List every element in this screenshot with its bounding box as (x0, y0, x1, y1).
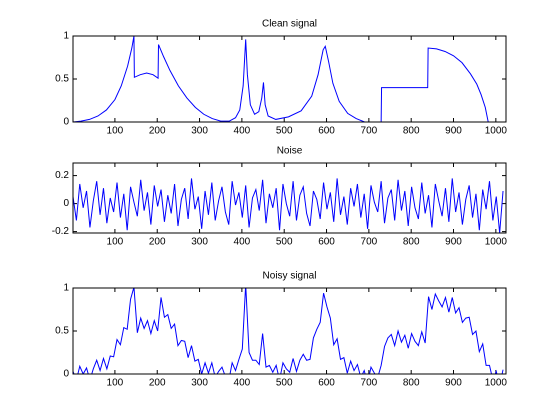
subplot-title: Noisy signal (263, 271, 317, 282)
y-tick-label: 0 (63, 369, 69, 380)
signal-line (73, 288, 504, 374)
subplot: Noisy signal 100 200 300 400 500 600 700 800 900 1… (55, 271, 507, 389)
x-tick-label: 400 (234, 237, 251, 248)
x-tick-label: 300 (191, 378, 208, 389)
y-tick-label: -0.2 (52, 226, 70, 237)
subplot: Clean signal 100 200 300 400 500 600 700 800 900 1… (55, 19, 507, 137)
x-tick-label: 500 (276, 378, 293, 389)
y-tick-label: 0 (63, 198, 69, 209)
axes-frame (72, 287, 507, 375)
x-tick-label: 200 (149, 378, 166, 389)
x-tick-label: 700 (361, 378, 378, 389)
x-tick-label: 100 (107, 126, 124, 137)
x-tick-label: 100 (107, 378, 124, 389)
subplot-title: Noise (277, 146, 303, 157)
axes-frame (72, 162, 507, 234)
x-tick-label: 500 (276, 237, 293, 248)
x-tick-label: 600 (318, 126, 335, 137)
x-tick-label: 1000 (485, 126, 508, 137)
x-tick-label: 900 (445, 126, 462, 137)
x-tick-label: 800 (403, 126, 420, 137)
y-tick-label: 1 (63, 31, 69, 42)
x-tick-label: 200 (149, 237, 166, 248)
signal-line (73, 36, 506, 122)
x-tick-label: 400 (234, 378, 251, 389)
x-tick-label: 300 (191, 126, 208, 137)
x-tick-label: 600 (318, 237, 335, 248)
x-tick-label: 1000 (485, 237, 508, 248)
x-tick-label: 800 (403, 378, 420, 389)
y-tick-label: 0.2 (55, 170, 69, 181)
y-tick-label: 0.5 (55, 326, 69, 337)
subplot: Noise 100 200 300 400 500 600 700 800 900 1000 -0.2… (52, 146, 508, 248)
x-tick-label: 700 (361, 126, 378, 137)
x-tick-label: 1000 (485, 378, 508, 389)
x-tick-label: 300 (191, 237, 208, 248)
x-tick-label: 200 (149, 126, 166, 137)
x-tick-label: 800 (403, 237, 420, 248)
x-tick-label: 900 (445, 378, 462, 389)
x-tick-label: 100 (107, 237, 124, 248)
x-tick-label: 400 (234, 126, 251, 137)
subplot-title: Clean signal (262, 19, 317, 30)
axes-frame (72, 35, 507, 123)
y-tick-label: 0 (63, 117, 69, 128)
x-tick-label: 500 (276, 126, 293, 137)
signal-line (73, 178, 504, 233)
x-tick-label: 900 (445, 237, 462, 248)
y-tick-label: 0.5 (55, 74, 69, 85)
x-tick-label: 600 (318, 378, 335, 389)
y-tick-label: 1 (63, 283, 69, 294)
x-tick-label: 700 (361, 237, 378, 248)
